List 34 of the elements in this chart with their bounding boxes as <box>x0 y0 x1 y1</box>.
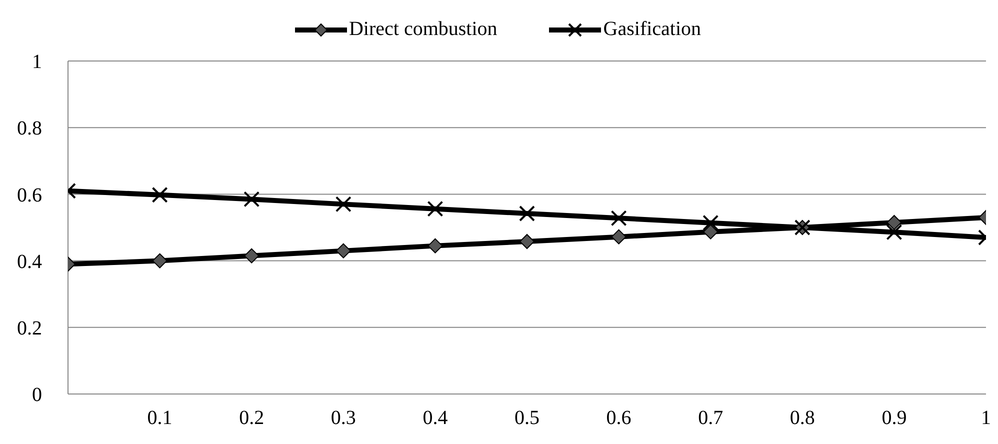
point <box>702 214 719 231</box>
y-tick-label: 0.6 <box>17 184 42 206</box>
x-tick-label: 0.9 <box>882 407 907 430</box>
point <box>520 234 534 249</box>
point <box>519 206 535 222</box>
point <box>428 238 443 254</box>
x-tick-label: 0.8 <box>790 407 815 430</box>
legend-label: Gasification <box>603 18 702 41</box>
point <box>335 196 352 212</box>
point <box>152 253 168 268</box>
point <box>336 243 351 258</box>
x-tick-label: 1 <box>981 407 991 430</box>
point <box>427 200 444 217</box>
point <box>152 186 168 203</box>
point <box>244 248 260 264</box>
x-tick-label: 0.2 <box>239 407 264 430</box>
y-tick-label: 0.8 <box>17 118 42 140</box>
point <box>886 215 902 230</box>
point <box>244 191 260 208</box>
y-tick-label: 0.2 <box>17 318 42 340</box>
y-tick-label: 0 <box>32 384 42 406</box>
x-tick-label: 0.7 <box>698 407 724 430</box>
point <box>610 210 627 226</box>
y-tick-label: 1 <box>32 51 42 74</box>
point <box>611 229 626 244</box>
point <box>886 224 902 240</box>
x-tick-label: 0.6 <box>606 407 632 430</box>
legend-label: Direct combustion <box>348 18 498 41</box>
x-tick-label: 0.4 <box>422 407 448 430</box>
x-tick-label: 0.3 <box>330 407 356 430</box>
x-tick-label: 0.5 <box>514 407 540 430</box>
x-tick-label: 0.1 <box>147 407 172 430</box>
y-tick-label: 0.4 <box>17 250 42 273</box>
point <box>703 224 718 240</box>
